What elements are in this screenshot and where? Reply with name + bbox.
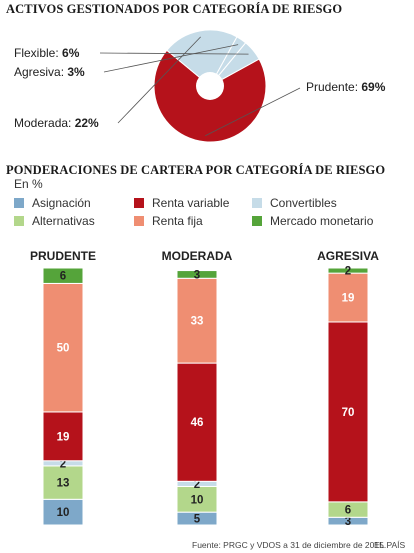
bar-value-prudente-asignacion: 10 <box>57 507 70 519</box>
bar-value-prudente-convertibles: 2 <box>60 458 66 470</box>
pie-label-prudente: Prudente: 69% <box>306 80 386 94</box>
legend: Asignación Renta variable Convertibles A… <box>14 196 414 236</box>
bar-category-agresiva: AGRESIVA <box>317 249 379 263</box>
pie-leader-moderada <box>117 36 201 124</box>
bar-value-agresiva-renta-variable: 70 <box>342 407 355 419</box>
bar-segment-moderada-renta-variable <box>176 362 218 482</box>
pie-label-moderada: Moderada: 22% <box>14 116 99 130</box>
legend-item-renta-fija: Renta fija <box>134 214 203 228</box>
bar-segment-prudente-alternativas <box>42 465 84 500</box>
legend-swatch <box>252 216 262 226</box>
donut-hole <box>196 72 224 100</box>
bar-segment-agresiva-renta-fija <box>327 272 369 323</box>
bar-segment-moderada-alternativas <box>176 485 218 513</box>
pie-label-agresiva: Agresiva: 3% <box>14 65 85 79</box>
bar-segment-moderada-renta-fija <box>176 277 218 364</box>
legend-swatch <box>134 216 144 226</box>
pie-leader-flexible <box>99 52 249 55</box>
source-note: Fuente: PRGC y VDOS a 31 de diciembre de… <box>192 540 387 550</box>
bar-segment-moderada-mercado-monetario <box>176 270 218 279</box>
bar-segment-agresiva-mercado-monetario <box>327 267 369 274</box>
legend-item-convertibles: Convertibles <box>252 196 337 210</box>
legend-label: Mercado monetario <box>270 214 374 228</box>
bar-value-moderada-renta-fija: 33 <box>191 316 204 328</box>
pie-label-flexible: Flexible: 6% <box>14 46 80 60</box>
bar-value-prudente-renta-variable: 19 <box>57 431 70 443</box>
pie-slice-moderada <box>166 29 238 87</box>
bar-value-agresiva-asignacion: 3 <box>345 516 351 528</box>
legend-label: Convertibles <box>270 196 337 210</box>
bar-value-moderada-convertibles: 2 <box>194 479 200 491</box>
bar-category-moderada: MODERADA <box>162 249 233 263</box>
bar-value-agresiva-mercado-monetario: 2 <box>345 266 351 278</box>
bar-value-moderada-asignacion: 5 <box>194 514 201 526</box>
legend-item-mercado-monetario: Mercado monetario <box>252 214 373 228</box>
bar-value-prudente-alternativas: 13 <box>57 478 70 490</box>
brand-label: EL PAÍS <box>374 540 406 550</box>
legend-swatch <box>14 198 24 208</box>
bar-segment-agresiva-renta-variable <box>327 321 369 503</box>
bar-value-moderada-alternativas: 10 <box>191 494 204 506</box>
legend-swatch <box>14 216 24 226</box>
legend-item-asignacion: Asignación <box>14 196 91 210</box>
bar-value-agresiva-alternativas: 6 <box>345 505 351 517</box>
legend-label: Renta variable <box>152 196 230 210</box>
bar-category-prudente: PRUDENTE <box>30 249 96 263</box>
pie-leader-prudente <box>205 87 301 137</box>
bar-value-moderada-mercado-monetario: 3 <box>194 269 200 281</box>
pie-slice-flexible <box>209 42 260 87</box>
unit-label: En % <box>14 177 43 191</box>
bar-value-agresiva-renta-fija: 19 <box>342 293 355 305</box>
pie-chart-title: ACTIVOS GESTIONADOS POR CATEGORÍA DE RIE… <box>6 2 343 16</box>
legend-swatch <box>134 198 144 208</box>
bar-segment-prudente-mercado-monetario <box>42 267 84 284</box>
legend-label: Asignación <box>32 196 91 210</box>
legend-label: Renta fija <box>152 214 203 228</box>
bar-value-prudente-mercado-monetario: 6 <box>60 271 66 283</box>
pie-leader-agresiva <box>103 44 239 73</box>
bar-segment-prudente-renta-fija <box>42 282 84 413</box>
legend-item-renta-variable: Renta variable <box>134 196 229 210</box>
legend-swatch <box>252 198 262 208</box>
bar-value-prudente-renta-fija: 50 <box>57 343 70 355</box>
legend-item-alternativas: Alternativas <box>14 214 95 228</box>
bar-value-moderada-renta-variable: 46 <box>191 417 204 429</box>
bar-chart-title: PONDERACIONES DE CARTERA POR CATEGORÍA D… <box>6 163 386 177</box>
legend-label: Alternativas <box>32 214 95 228</box>
